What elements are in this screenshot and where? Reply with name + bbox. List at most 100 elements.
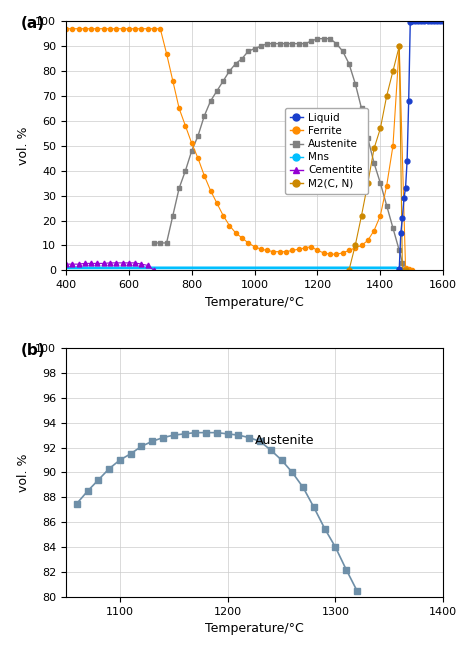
Austenite xyxy=(346,60,352,68)
Line: M2(C, N): M2(C, N) xyxy=(346,44,408,273)
Cementite xyxy=(113,259,119,267)
Austenite xyxy=(290,40,295,48)
Austenite xyxy=(283,40,289,48)
Austenite xyxy=(334,40,339,48)
Line: Ferrite: Ferrite xyxy=(64,27,414,273)
Liquid xyxy=(431,18,437,25)
Cementite xyxy=(63,260,69,268)
Y-axis label: vol. %: vol. % xyxy=(17,453,30,492)
Cementite xyxy=(132,259,138,267)
Mns xyxy=(346,264,352,272)
Text: (b): (b) xyxy=(21,343,46,358)
Austenite xyxy=(252,45,257,53)
Cementite xyxy=(88,259,94,267)
Liquid xyxy=(396,265,402,273)
Liquid xyxy=(428,18,434,25)
M2(C, N) xyxy=(371,144,377,152)
M2(C, N) xyxy=(365,179,371,187)
Mns xyxy=(377,264,383,272)
Austenite xyxy=(151,239,157,247)
Austenite xyxy=(396,246,402,254)
Mns xyxy=(126,264,132,272)
M2(C, N) xyxy=(400,267,405,274)
Austenite xyxy=(214,87,220,95)
Austenite xyxy=(371,159,377,167)
Liquid xyxy=(398,229,404,237)
Y-axis label: vol. %: vol. % xyxy=(17,126,30,165)
Austenite xyxy=(201,112,207,120)
Austenite xyxy=(189,147,194,155)
Cementite xyxy=(76,260,82,268)
Austenite xyxy=(195,132,201,140)
M2(C, N) xyxy=(352,241,358,249)
M2(C, N) xyxy=(403,267,409,274)
Cementite xyxy=(101,259,107,267)
Line: Austenite: Austenite xyxy=(152,37,408,273)
Liquid xyxy=(425,18,430,25)
Austenite xyxy=(239,55,245,63)
Ferrite xyxy=(409,267,415,274)
Mns xyxy=(220,264,226,272)
Austenite xyxy=(164,239,169,247)
Legend: Liquid, Ferrite, Austenite, Mns, Cementite, M2(C, N): Liquid, Ferrite, Austenite, Mns, Cementi… xyxy=(285,108,368,194)
Austenite xyxy=(321,35,327,42)
Liquid xyxy=(440,18,446,25)
Austenite xyxy=(309,37,314,45)
Liquid xyxy=(400,214,405,222)
M2(C, N) xyxy=(377,125,383,132)
Mns xyxy=(94,264,100,272)
X-axis label: Temperature/°C: Temperature/°C xyxy=(205,622,304,635)
Austenite xyxy=(182,167,188,175)
Liquid xyxy=(415,18,421,25)
Mns xyxy=(252,264,257,272)
Text: (a): (a) xyxy=(21,16,45,31)
Liquid xyxy=(421,18,427,25)
Austenite xyxy=(384,201,390,209)
Liquid xyxy=(434,18,440,25)
Cementite xyxy=(138,260,144,268)
M2(C, N) xyxy=(359,212,365,220)
Austenite xyxy=(377,179,383,187)
Mns xyxy=(393,264,399,272)
Line: Mns: Mns xyxy=(66,268,402,271)
Austenite xyxy=(403,267,409,274)
Mns xyxy=(63,264,69,272)
M2(C, N) xyxy=(346,267,352,274)
Text: Austenite: Austenite xyxy=(255,434,314,447)
Austenite xyxy=(246,47,251,55)
Austenite xyxy=(220,77,226,85)
Mns xyxy=(315,264,320,272)
Liquid xyxy=(438,18,443,25)
M2(C, N) xyxy=(396,42,402,50)
Line: Cementite: Cementite xyxy=(64,260,156,273)
Liquid xyxy=(408,18,413,26)
Liquid xyxy=(406,97,411,105)
Austenite xyxy=(302,40,308,48)
Cementite xyxy=(94,259,100,267)
Liquid xyxy=(404,157,410,165)
Austenite xyxy=(227,67,232,75)
Ferrite xyxy=(157,25,163,33)
Cementite xyxy=(145,261,151,269)
Austenite xyxy=(400,259,405,267)
Ferrite xyxy=(214,199,220,207)
Cementite xyxy=(69,260,75,268)
Austenite xyxy=(352,80,358,87)
Austenite xyxy=(340,47,346,55)
Austenite xyxy=(327,35,333,42)
Austenite xyxy=(315,35,320,42)
Liquid xyxy=(419,18,424,25)
Austenite xyxy=(296,40,301,48)
M2(C, N) xyxy=(390,67,396,75)
Liquid xyxy=(403,185,409,192)
Liquid xyxy=(412,18,418,25)
Austenite xyxy=(208,97,213,105)
Austenite xyxy=(390,224,396,232)
Austenite xyxy=(365,134,371,142)
Austenite xyxy=(258,42,264,50)
Mns xyxy=(283,264,289,272)
Liquid xyxy=(409,18,415,25)
Ferrite xyxy=(63,25,69,33)
Cementite xyxy=(107,259,113,267)
Austenite xyxy=(264,40,270,48)
